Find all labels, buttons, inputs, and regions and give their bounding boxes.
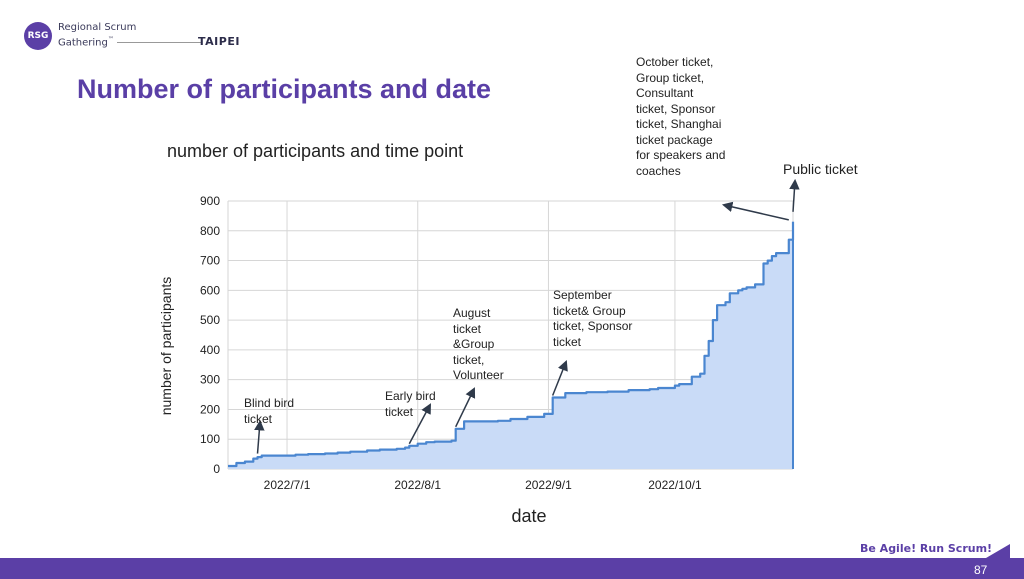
x-tick-label: 2022/8/1 bbox=[394, 478, 441, 492]
y-tick-label: 400 bbox=[200, 343, 220, 357]
annotation-october: October ticket, Group ticket, Consultant… bbox=[636, 55, 726, 178]
page-number: 87 bbox=[974, 563, 988, 577]
slogan: Be Agile! Run Scrum! bbox=[860, 542, 993, 555]
x-axis-label: date bbox=[511, 506, 546, 526]
logo-tm: ™ bbox=[107, 36, 114, 44]
annotation-arrow-august bbox=[455, 387, 476, 428]
logo-city: TAIPEI bbox=[198, 35, 240, 48]
x-tick-label: 2022/9/1 bbox=[525, 478, 572, 492]
y-axis-label: number of participants bbox=[158, 277, 174, 416]
annotation-september: September ticket& Group ticket, Sponsor … bbox=[553, 288, 633, 349]
y-tick-label: 600 bbox=[200, 283, 220, 297]
logo-text: Regional Scrum Gathering™ bbox=[58, 22, 204, 49]
chart-title: number of participants and time point bbox=[167, 141, 464, 161]
logo-line1: Regional Scrum bbox=[58, 22, 137, 34]
annotation-arrow-september bbox=[551, 360, 568, 396]
logo-gathering: Gathering bbox=[58, 37, 108, 49]
y-tick-label: 300 bbox=[200, 373, 220, 387]
annotation-arrow-october bbox=[721, 201, 789, 221]
annotation-arrow-early-bird bbox=[408, 403, 431, 445]
logo-divider bbox=[116, 42, 201, 44]
area-fill bbox=[228, 221, 793, 469]
y-tick-label: 100 bbox=[200, 432, 220, 446]
annotation-early-bird: Early bird ticket bbox=[385, 389, 436, 419]
annotation-arrow-public bbox=[789, 178, 800, 212]
x-tick-label: 2022/10/1 bbox=[648, 478, 702, 492]
rsg-logo: RSG Regional Scrum Gathering™ bbox=[24, 22, 204, 50]
footer-corner bbox=[986, 544, 1010, 558]
y-tick-label: 700 bbox=[200, 254, 220, 268]
x-tick-label: 2022/7/1 bbox=[264, 478, 311, 492]
annotation-august: August ticket &Group ticket, Volunteer bbox=[453, 306, 504, 382]
annotation-blind-bird: Blind bird ticket bbox=[244, 396, 295, 426]
y-tick-label: 800 bbox=[200, 224, 220, 238]
y-tick-label: 0 bbox=[213, 462, 220, 476]
slide-title: Number of participants and date bbox=[77, 74, 492, 104]
logo-mark: RSG bbox=[24, 22, 52, 50]
y-tick-label: 500 bbox=[200, 313, 220, 327]
annotation-arrow-blind-bird bbox=[254, 419, 265, 454]
y-tick-label: 900 bbox=[200, 194, 220, 208]
y-tick-label: 200 bbox=[200, 402, 220, 416]
annotation-public: Public ticket bbox=[783, 161, 858, 177]
footer-bar bbox=[0, 558, 1024, 579]
series-line bbox=[228, 221, 795, 468]
logo-line2: Gathering™ bbox=[58, 34, 204, 49]
